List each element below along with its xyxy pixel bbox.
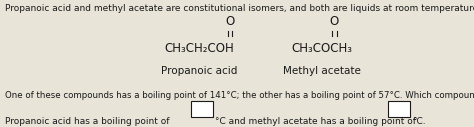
Text: O: O xyxy=(225,15,235,28)
Text: O: O xyxy=(329,15,339,28)
FancyBboxPatch shape xyxy=(191,101,213,117)
Text: Propanoic acid and methyl acetate are constitutional isomers, and both are liqui: Propanoic acid and methyl acetate are co… xyxy=(5,4,474,13)
Text: °C.: °C. xyxy=(412,117,426,126)
Text: One of these compounds has a boiling point of 141°C; the other has a boiling poi: One of these compounds has a boiling poi… xyxy=(5,91,474,100)
Text: CH₃CH₂COH: CH₃CH₂COH xyxy=(164,42,234,55)
FancyBboxPatch shape xyxy=(388,101,410,117)
Text: Methyl acetate: Methyl acetate xyxy=(283,66,361,76)
Text: Propanoic acid: Propanoic acid xyxy=(161,66,237,76)
Text: °C and methyl acetate has a boiling point of: °C and methyl acetate has a boiling poin… xyxy=(215,117,419,126)
Text: Propanoic acid has a boiling point of: Propanoic acid has a boiling point of xyxy=(5,117,172,126)
Text: CH₃COCH₃: CH₃COCH₃ xyxy=(292,42,353,55)
